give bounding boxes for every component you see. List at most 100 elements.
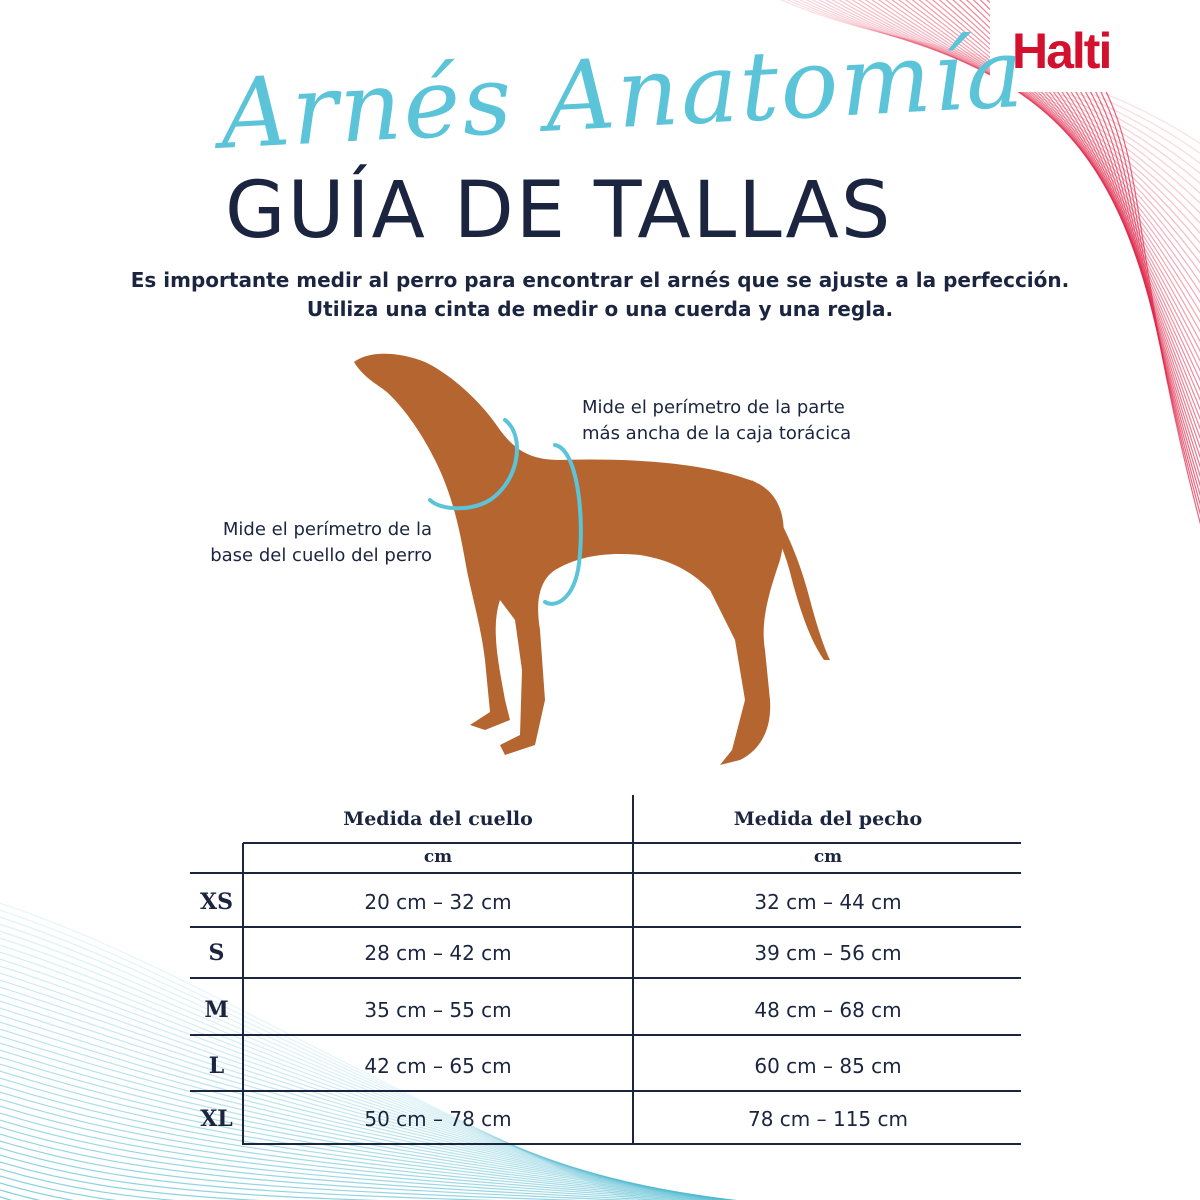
red-wave-line — [904, 0, 1200, 333]
teal-wave-line — [0, 1084, 736, 1200]
red-wave-line — [918, 0, 1200, 353]
teal-wave-line — [0, 986, 698, 1200]
red-wave-line — [891, 0, 1200, 314]
red-wave-line — [938, 0, 1200, 382]
neck-range: 50 cm – 78 cm — [364, 1107, 512, 1131]
red-wave-line — [884, 0, 1200, 304]
chest-range: 78 cm – 115 cm — [747, 1107, 908, 1131]
neck-measure-note: Mide el perímetro de la base del cuello … — [180, 517, 432, 569]
teal-wave-line — [0, 1042, 731, 1200]
chest-measure-note: Mide el perímetro de la parte más ancha … — [582, 395, 851, 447]
teal-wave-line — [0, 1049, 733, 1200]
teal-wave-line — [0, 944, 665, 1200]
teal-wave-line — [0, 1021, 720, 1200]
teal-wave-line — [0, 1098, 728, 1200]
red-wave-line — [792, 0, 1200, 165]
teal-wave-line — [0, 909, 636, 1200]
red-wave-line — [851, 0, 1200, 254]
teal-wave-line — [0, 993, 703, 1200]
red-wave-line — [925, 0, 1200, 363]
teal-wave-line — [0, 979, 693, 1200]
unit-chest: cm — [813, 847, 843, 867]
teal-wave-line — [0, 1091, 733, 1200]
teal-wave-line — [0, 1140, 582, 1200]
teal-wave-line — [0, 916, 642, 1200]
teal-wave-line — [0, 1119, 693, 1200]
size-label: XS — [200, 889, 233, 915]
teal-wave-line — [0, 937, 660, 1200]
teal-wave-line — [0, 1035, 728, 1200]
teal-wave-line — [0, 1182, 75, 1200]
table-divider — [242, 843, 244, 1145]
red-wave-line — [871, 0, 1200, 284]
teal-wave-line — [0, 1133, 635, 1200]
size-label: S — [208, 940, 225, 966]
teal-wave-line — [0, 923, 648, 1200]
teal-wave-line — [0, 1063, 737, 1200]
note-line: base del cuello del perro — [210, 545, 432, 566]
intro-text: Es importante medir al perro para encont… — [0, 266, 1200, 324]
teal-wave-line — [0, 902, 630, 1200]
chest-range: 48 cm – 68 cm — [754, 998, 902, 1022]
teal-wave-line — [0, 1007, 712, 1200]
red-wave-line — [898, 0, 1200, 323]
size-label: L — [208, 1053, 225, 1079]
size-label: M — [204, 997, 229, 1023]
intro-line: Utiliza una cinta de medir o una cuerda … — [306, 297, 894, 321]
neck-range: 42 cm – 65 cm — [364, 1054, 512, 1078]
neck-range: 28 cm – 42 cm — [364, 941, 512, 965]
neck-range: 20 cm – 32 cm — [364, 890, 512, 914]
table-divider — [632, 795, 634, 1145]
teal-wave-line — [0, 951, 671, 1200]
dog-illustration — [354, 353, 830, 765]
red-wave-line — [858, 0, 1200, 264]
teal-wave-line — [0, 1070, 738, 1200]
red-wave-line — [798, 0, 1200, 175]
teal-wave-line — [0, 1105, 720, 1200]
logo-box — [990, 0, 1138, 92]
teal-wave-line — [0, 1175, 118, 1200]
teal-wave-line — [0, 1112, 709, 1200]
chest-range: 32 cm – 44 cm — [754, 890, 902, 914]
teal-wave-line — [0, 1161, 263, 1200]
table-divider — [190, 977, 1021, 979]
red-wave-line — [786, 0, 1200, 155]
teal-wave-line — [0, 965, 682, 1200]
table-divider — [190, 926, 1021, 928]
red-wave-line — [911, 0, 1200, 343]
size-label: XL — [200, 1106, 233, 1132]
red-wave-line — [780, 0, 1200, 145]
column-header-chest: Medida del pecho — [733, 808, 923, 830]
teal-wave-line — [0, 1077, 737, 1200]
teal-wave-line — [0, 1154, 380, 1200]
note-line: más ancha de la caja torácica — [582, 423, 852, 444]
teal-wave-line — [0, 958, 677, 1200]
chest-range: 39 cm – 56 cm — [754, 941, 902, 965]
red-wave-line — [945, 0, 1200, 392]
teal-wave-line — [0, 1000, 707, 1200]
teal-wave-line — [0, 1168, 177, 1200]
red-wave-line — [931, 0, 1200, 372]
red-wave-line — [878, 0, 1200, 294]
halti-logo: Halti — [1012, 23, 1112, 79]
page-title: GUÍA DE TALLAS — [225, 166, 893, 256]
column-header-neck: Medida del cuello — [343, 808, 533, 830]
teal-wave-line — [0, 1014, 716, 1200]
red-wave-line — [864, 0, 1200, 274]
teal-wave-line — [0, 1028, 724, 1200]
teal-wave-line — [0, 972, 687, 1200]
intro-line: Es importante medir al perro para encont… — [130, 268, 1070, 292]
table-divider — [190, 1034, 1021, 1036]
table-divider — [243, 842, 1021, 844]
table-divider — [243, 1143, 1021, 1145]
teal-wave-line — [0, 1056, 735, 1200]
chest-range: 60 cm – 85 cm — [754, 1054, 902, 1078]
teal-wave-line — [0, 1147, 498, 1200]
table-divider — [190, 872, 1021, 874]
note-line: Mide el perímetro de la parte — [582, 397, 845, 418]
unit-neck: cm — [423, 847, 453, 867]
neck-range: 35 cm – 55 cm — [364, 998, 512, 1022]
table-divider — [190, 1090, 1021, 1092]
note-line: Mide el perímetro de la — [222, 519, 432, 540]
